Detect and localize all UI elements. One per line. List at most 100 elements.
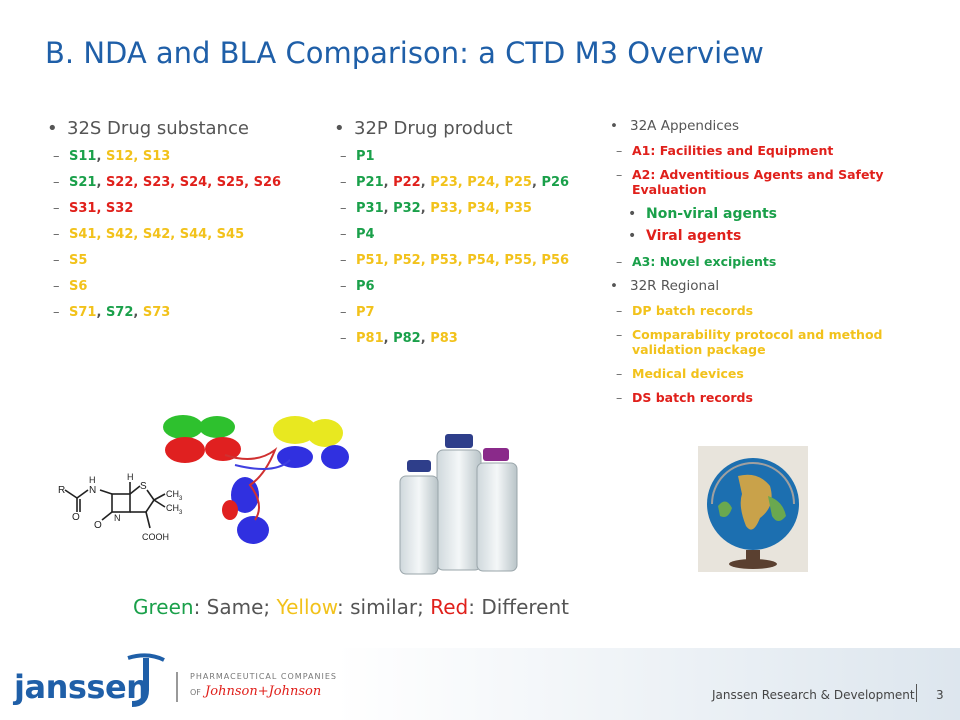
regional-r1: DP batch records xyxy=(608,303,908,318)
list-item: P21, P22, P23, P24, P25, P26 xyxy=(332,175,592,190)
list-item: S6 xyxy=(45,279,305,294)
jnj-logo: OF Johnson+Johnson xyxy=(190,684,322,699)
appendices-column: 32A Appendices A1: Facilities and Equipm… xyxy=(608,118,908,414)
list-item-text: S71 xyxy=(69,305,97,320)
footer-page-separator xyxy=(916,684,917,702)
globe-image xyxy=(698,446,808,572)
list-item: S31, S32 xyxy=(45,201,305,216)
list-item-text: S11 xyxy=(69,149,97,164)
list-item: P6 xyxy=(332,279,592,294)
molecule-ch3-label-b: CH3 xyxy=(166,503,183,516)
appendix-a2: A2: Adventitious Agents and Safety Evalu… xyxy=(608,167,908,197)
list-item-text: P82 xyxy=(393,331,421,346)
list-item-text: P31 xyxy=(356,201,384,216)
list-item-text: P83 xyxy=(430,331,458,346)
molecule-o2-label: O xyxy=(94,520,102,531)
appendices-heading: 32A Appendices xyxy=(608,118,908,134)
list-item-text: S12, S13 xyxy=(105,149,171,164)
list-item: P51, P52, P53, P54, P55, P56 xyxy=(332,253,592,268)
molecule-h-label: H xyxy=(89,475,96,485)
list-item: S21, S22, S23, S24, S25, S26 xyxy=(45,175,305,190)
list-item-text: P32 xyxy=(393,201,421,216)
list-item-text: S22, S23, S24, S25, S26 xyxy=(105,175,282,190)
appendix-a3: A3: Novel excipients xyxy=(608,254,908,269)
color-legend: Green: Same; Yellow: similar; Red: Diffe… xyxy=(133,595,569,619)
drug-substance-heading: 32S Drug substance xyxy=(45,118,305,139)
list-item: S71, S72, S73 xyxy=(45,305,305,320)
list-item-text: P7 xyxy=(356,305,375,320)
list-item-text: , xyxy=(383,331,394,346)
list-item-text: , xyxy=(96,149,106,164)
vials-image xyxy=(399,434,518,575)
list-item: P81, P82, P83 xyxy=(332,331,592,346)
appendix-a2-nonviral: Non-viral agents xyxy=(622,206,908,222)
list-item-text: S41, S42, S42, S44, S45 xyxy=(69,227,245,242)
legend-red: Red xyxy=(430,595,469,619)
list-item-text: S31, S32 xyxy=(69,201,134,216)
list-item: P31, P32, P33, P34, P35 xyxy=(332,201,592,216)
legend-green-text: : Same; xyxy=(193,595,277,619)
legend-red-text: : Different xyxy=(468,595,569,619)
list-item-text: P1 xyxy=(356,149,375,164)
molecule-o1-label: O xyxy=(72,512,80,523)
list-item-text: P51, P52, P53, P54, P55, P56 xyxy=(356,253,570,268)
list-item-text: S73 xyxy=(142,305,171,320)
list-item-text: , xyxy=(531,175,542,190)
regional-r4: DS batch records xyxy=(608,390,908,405)
drug-product-heading: 32P Drug product xyxy=(332,118,592,139)
page-number: 3 xyxy=(936,688,944,702)
list-item-text: P26 xyxy=(541,175,570,190)
molecule-r-label: R xyxy=(58,485,65,496)
molecule-n-label: N xyxy=(89,485,96,496)
list-item-text: S6 xyxy=(69,279,88,294)
list-item: S41, S42, S42, S44, S45 xyxy=(45,227,305,242)
list-item: S5 xyxy=(45,253,305,268)
legend-green: Green xyxy=(133,595,194,619)
legend-yellow: Yellow xyxy=(276,595,337,619)
list-item-text: P81 xyxy=(356,331,384,346)
legend-yellow-text: : similar; xyxy=(337,595,431,619)
molecule-n2-label: N xyxy=(114,513,121,523)
molecule-s-label: S xyxy=(140,481,147,492)
list-item-text: P6 xyxy=(356,279,375,294)
list-item: S11, S12, S13 xyxy=(45,149,305,164)
list-item-text: S5 xyxy=(69,253,88,268)
drug-substance-list: S11, S12, S13 S21, S22, S23, S24, S25, S2… xyxy=(45,149,305,320)
footer-separator xyxy=(176,672,178,702)
list-item-text: , xyxy=(383,201,394,216)
list-item-text: P23, P24, P25 xyxy=(430,175,532,190)
appendix-a2-viral: Viral agents xyxy=(622,228,908,244)
list-item-text: , xyxy=(133,305,143,320)
list-item-text: , xyxy=(420,201,431,216)
molecule-h2-label: H xyxy=(127,472,134,482)
janssen-mark-icon xyxy=(127,653,165,707)
drug-product-list: P1 P21, P22, P23, P24, P25, P26 P31, P32, … xyxy=(332,149,592,346)
pharma-companies-label: PHARMACEUTICAL COMPANIES xyxy=(190,672,337,681)
drug-substance-column: 32S Drug substance S11, S12, S13 S21, S22… xyxy=(45,118,305,331)
list-item-text: S21 xyxy=(69,175,97,190)
appendix-a1: A1: Facilities and Equipment xyxy=(608,143,908,158)
molecule-cooh-label: COOH xyxy=(142,532,169,542)
list-item: P1 xyxy=(332,149,592,164)
penicillin-structure-image: R N H H S CH3 CH3 N O O COOH xyxy=(58,472,183,542)
regional-r2: Comparability protocol and method valida… xyxy=(608,327,908,357)
list-item-text: , xyxy=(96,175,106,190)
list-item-text: S72 xyxy=(105,305,134,320)
drug-product-column: 32P Drug product P1 P21, P22, P23, P24, P… xyxy=(332,118,592,357)
list-item-text: P21 xyxy=(356,175,384,190)
list-item-text: , xyxy=(420,331,431,346)
antibody-structure-image xyxy=(163,415,349,544)
regional-r3: Medical devices xyxy=(608,366,908,381)
list-item-text: , xyxy=(420,175,431,190)
regional-heading: 32R Regional xyxy=(608,278,908,294)
list-item-text: P22 xyxy=(393,175,421,190)
list-item-text: P33, P34, P35 xyxy=(430,201,532,216)
molecule-ch3-label-a: CH3 xyxy=(166,489,183,502)
list-item-text: , xyxy=(383,175,394,190)
list-item-text: , xyxy=(96,305,106,320)
slide-title: B. NDA and BLA Comparison: a CTD M3 Over… xyxy=(45,36,764,70)
list-item-text: P4 xyxy=(356,227,375,242)
list-item: P7 xyxy=(332,305,592,320)
footer-company-text: Janssen Research & Development xyxy=(712,688,915,702)
janssen-logo: janssen xyxy=(14,668,149,706)
